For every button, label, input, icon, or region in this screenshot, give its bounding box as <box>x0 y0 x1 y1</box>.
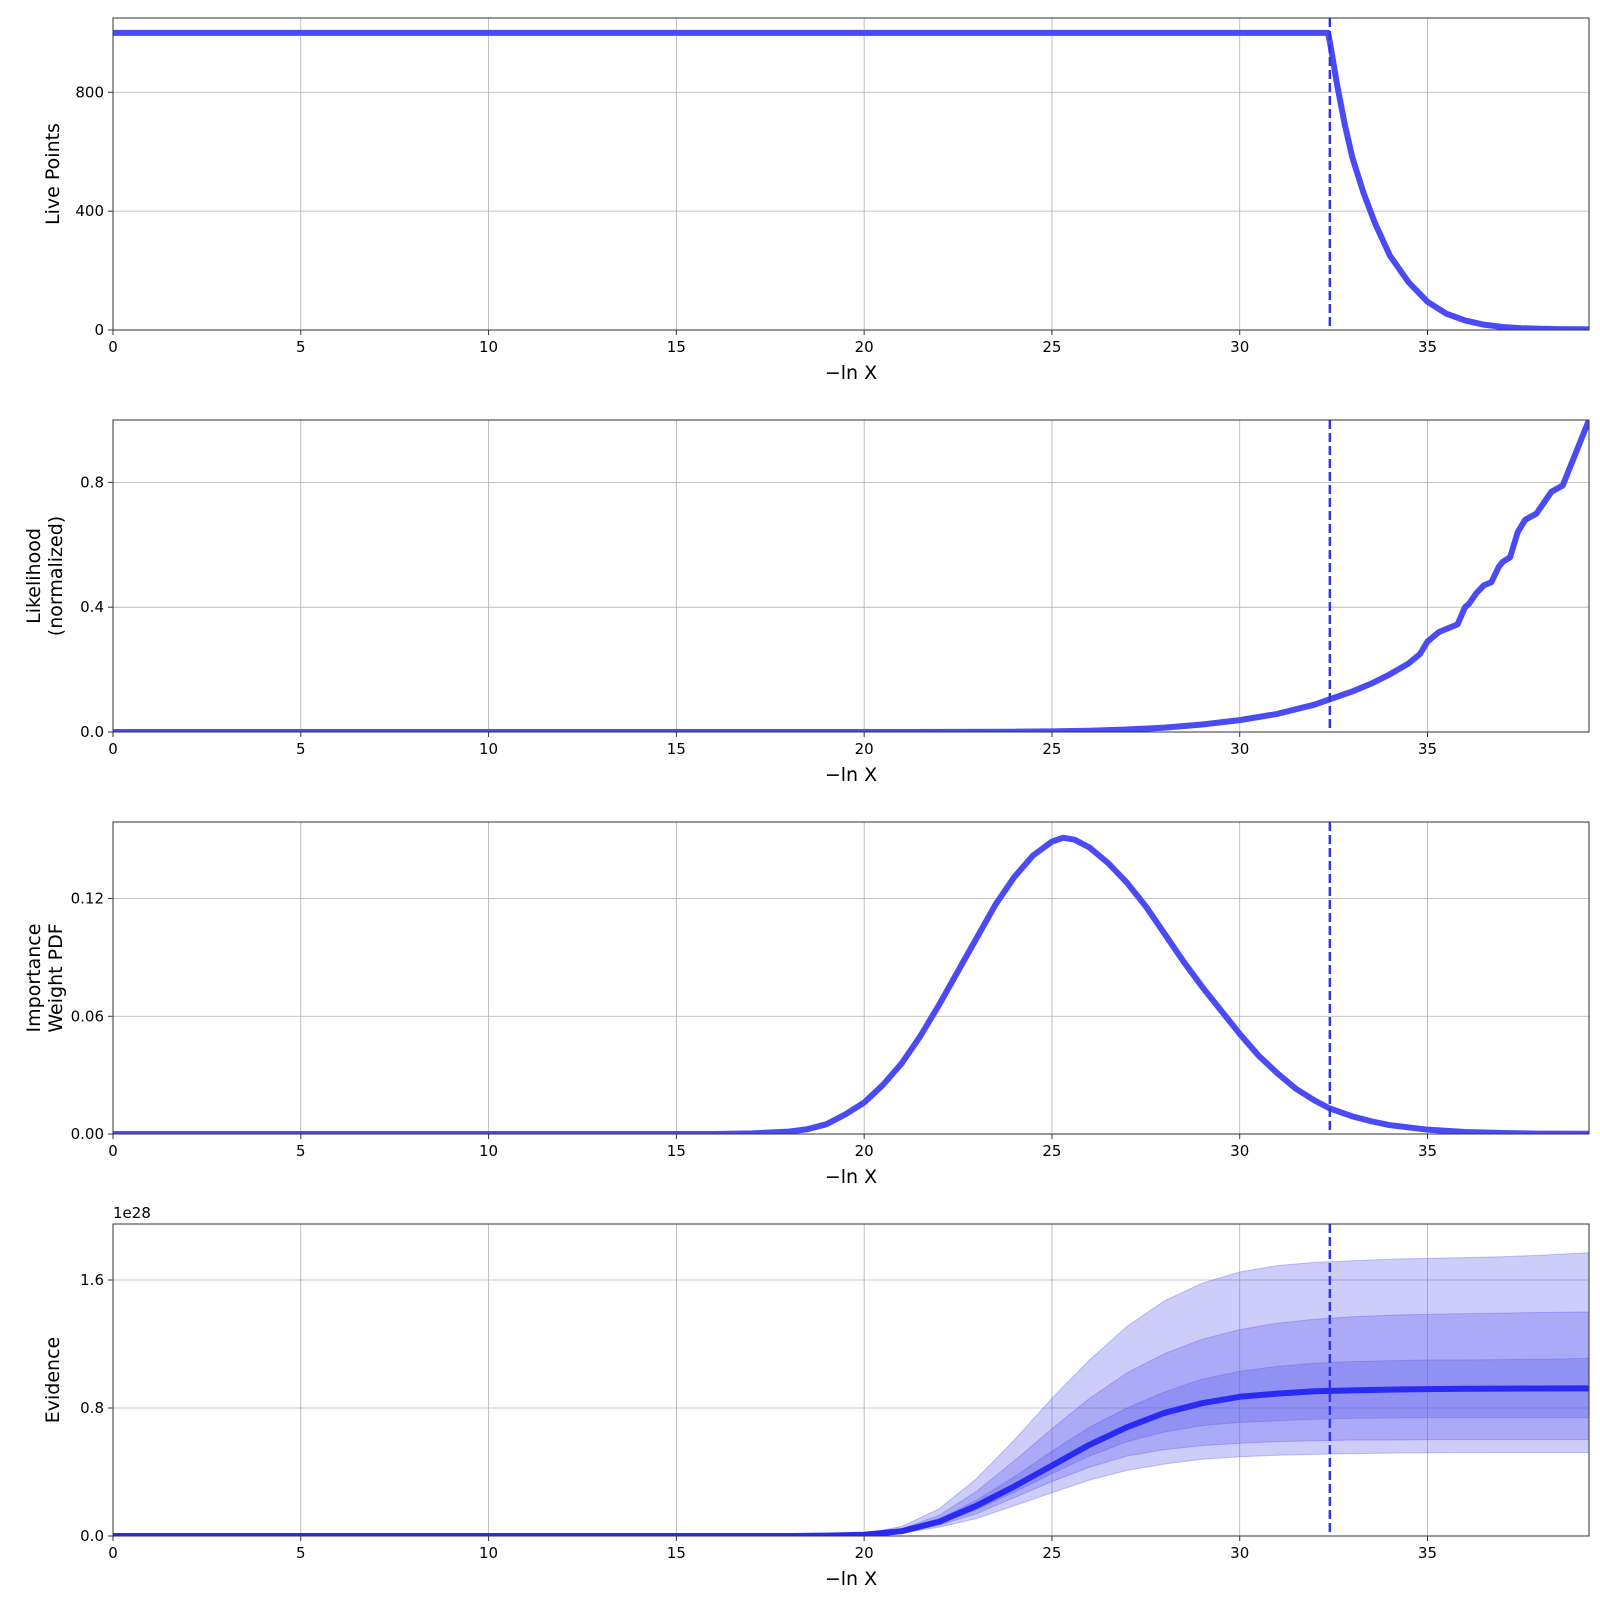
x-tick-label: 5 <box>296 740 306 758</box>
x-tick-label: 30 <box>1230 740 1249 758</box>
plot-frame <box>112 1223 1590 1537</box>
evidence-line <box>113 1385 1589 1536</box>
x-tick-label: 20 <box>855 1544 874 1562</box>
x-tick-label: 20 <box>855 338 874 356</box>
x-tick-label: 0 <box>108 1544 118 1562</box>
y-tick-label: 0.0 <box>80 1527 104 1545</box>
y-tick-label: 0.00 <box>71 1125 104 1143</box>
y-tick-label: 400 <box>75 202 104 220</box>
x-tick-label: 0 <box>108 1142 118 1160</box>
x-tick-label: 15 <box>667 1142 686 1160</box>
x-tick-label: 25 <box>1042 1544 1061 1562</box>
y-tick-label: 0.8 <box>80 1399 104 1417</box>
x-tick-label: 5 <box>296 1544 306 1562</box>
x-tick-label: 25 <box>1042 1142 1061 1160</box>
series-line <box>113 420 1589 732</box>
x-tick-label: 30 <box>1230 1544 1249 1562</box>
plot-frame <box>112 821 1590 1135</box>
panel-3: 0 5 10 15 20 25 30 35 0.00 0.06 0.12 −ln X Importanc… <box>23 821 1590 1188</box>
x-tick-label: 25 <box>1042 338 1061 356</box>
plot-frame <box>112 419 1590 733</box>
x-tick-label: 20 <box>855 740 874 758</box>
x-tick-label: 35 <box>1418 1544 1437 1562</box>
x-tick-label: 25 <box>1042 740 1061 758</box>
y-axis-label: Live Points <box>42 123 64 225</box>
evidence-band-2 <box>113 1311 1589 1536</box>
y-tick-label: 0.06 <box>71 1007 104 1025</box>
x-axis-label: −ln X <box>825 362 877 384</box>
x-tick-label: 30 <box>1230 1142 1249 1160</box>
x-tick-label: 0 <box>108 740 118 758</box>
x-axis-label: −ln X <box>825 764 877 786</box>
x-tick-label: 5 <box>296 1142 306 1160</box>
series-line <box>113 834 1589 1134</box>
x-tick-label: 10 <box>479 1142 498 1160</box>
x-tick-label: 10 <box>479 740 498 758</box>
x-tick-label: 15 <box>667 338 686 356</box>
evidence-band-1 <box>113 1252 1589 1536</box>
y-tick-label: 0.8 <box>80 473 104 491</box>
y-tick-label: 0.0 <box>80 723 104 741</box>
series-line <box>113 29 1589 330</box>
y-tick-label: 1.6 <box>80 1271 104 1289</box>
panel-2: 0 5 10 15 20 25 30 35 0.0 0.4 0.8 −ln X Likelihood(n… <box>23 419 1590 786</box>
y-axis-label: Evidence <box>42 1337 64 1423</box>
x-tick-label: 15 <box>667 1544 686 1562</box>
y-tick-label: 0.4 <box>80 598 104 616</box>
x-tick-label: 5 <box>296 338 306 356</box>
x-tick-label: 10 <box>479 1544 498 1562</box>
y-offset-label: 1e28 <box>113 1204 151 1222</box>
plot-frame <box>112 17 1590 331</box>
panel-1: 0 5 10 15 20 25 30 35 0 400 800 −ln X Live Points <box>42 17 1590 384</box>
x-tick-label: 35 <box>1418 338 1437 356</box>
x-tick-label: 30 <box>1230 338 1249 356</box>
y-tick-label: 0.12 <box>71 890 104 908</box>
y-tick-label: 0 <box>94 321 104 339</box>
y-tick-label: 800 <box>75 83 104 101</box>
x-tick-label: 15 <box>667 740 686 758</box>
x-tick-label: 10 <box>479 338 498 356</box>
y-axis-label: Likelihood(normalized) <box>23 516 67 636</box>
x-axis-label: −ln X <box>825 1568 877 1590</box>
x-tick-label: 20 <box>855 1142 874 1160</box>
panel-4: 0 5 10 15 20 25 30 35 0.0 0.8 1.6 −ln X Evidence 1e28 <box>42 1204 1590 1590</box>
y-axis-label: ImportanceWeight PDF <box>23 923 67 1032</box>
x-axis-label: −ln X <box>825 1166 877 1188</box>
x-tick-label: 0 <box>108 338 118 356</box>
x-tick-label: 35 <box>1418 740 1437 758</box>
x-tick-label: 35 <box>1418 1142 1437 1160</box>
